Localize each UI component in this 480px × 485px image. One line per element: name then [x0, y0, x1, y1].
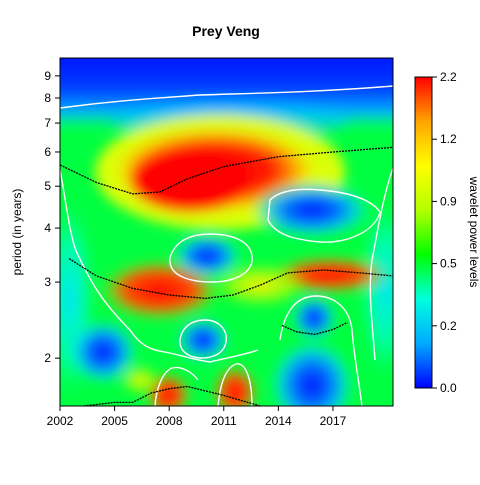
colorbar-tick-label: 1.2 [440, 132, 457, 146]
lower-center-blue-blob [177, 318, 229, 362]
colorbar-tick-label: 0.5 [440, 257, 457, 271]
x-tick-label: 2014 [265, 414, 292, 428]
colorbar-ticks: 0.0 0.2 0.5 0.9 1.2 2.2 [432, 70, 457, 395]
x-tick-label: 2005 [101, 414, 128, 428]
colorbar-tick-label: 0.9 [440, 194, 457, 208]
y-tick-label: 3 [44, 275, 51, 289]
ridge-line [60, 146, 393, 195]
y-tick-label: 8 [44, 91, 51, 105]
chart-title: Prey Veng [192, 23, 260, 39]
right-blue-blob [252, 182, 372, 238]
y-axis-label: period (in years) [10, 189, 24, 276]
contour-center-blob [169, 233, 253, 283]
colorbar-tick-label: 2.2 [440, 70, 457, 84]
y-tick-label: 9 [44, 69, 51, 83]
main-red-center [130, 148, 250, 212]
colorbar-label: wavelet power levels [467, 176, 480, 288]
center-blue-blob [173, 234, 241, 278]
y-tick-label: 4 [44, 221, 51, 235]
lower-left-blue-blob [69, 320, 137, 384]
plot-frame [59, 57, 394, 407]
y-tick-label: 6 [44, 145, 51, 159]
colorbar-tick-label: 0.2 [440, 319, 457, 333]
contour-lower-center [179, 319, 227, 359]
y-tick-label: 7 [44, 116, 51, 130]
contour-right-blob [267, 188, 381, 243]
right-edge [360, 200, 393, 380]
lower-right-blue-head [292, 296, 336, 340]
x-tick-label: 2008 [156, 414, 183, 428]
x-tick-label: 2017 [320, 414, 347, 428]
y-tick-label: 2 [44, 351, 51, 365]
y-axis: 2 3 4 5 6 7 8 9 [44, 69, 60, 365]
x-tick-label: 2011 [211, 414, 237, 428]
contour-top [60, 85, 393, 109]
significance-contours [60, 85, 393, 406]
x-axis: 2002 2005 2008 2011 2014 2017 [47, 406, 347, 428]
colorbar-tick-label: 0.0 [440, 381, 457, 395]
ridge-line [83, 385, 261, 406]
contour-left [60, 169, 259, 363]
contour-lower-right [279, 295, 363, 406]
contour-bottom-right [217, 363, 253, 406]
ridge-lines [60, 146, 393, 406]
heatmap-area [60, 58, 393, 406]
x-tick-label: 2002 [47, 414, 74, 428]
lower-right-blue-body [270, 340, 354, 406]
ridge-line [68, 258, 393, 300]
ridge-line [281, 321, 348, 336]
contour-right [369, 167, 393, 361]
colorbar [414, 76, 433, 389]
y-tick-label: 5 [44, 179, 51, 193]
bottom-yellow [120, 365, 160, 395]
